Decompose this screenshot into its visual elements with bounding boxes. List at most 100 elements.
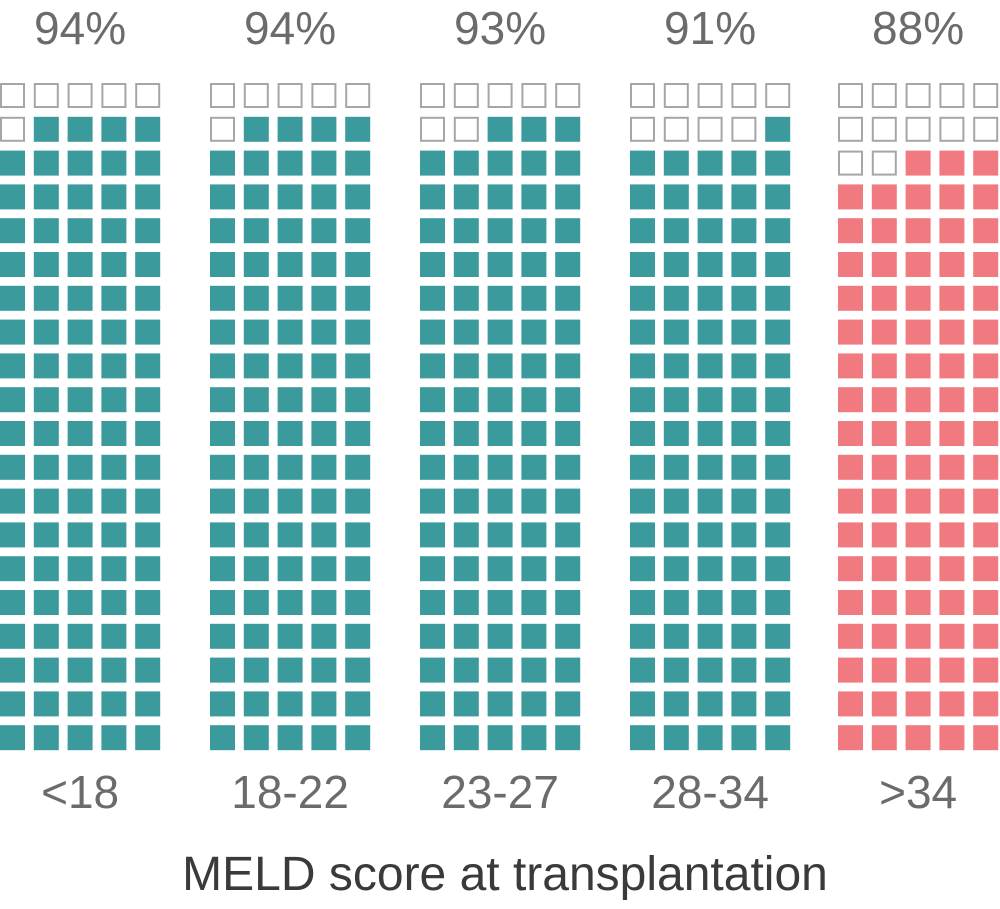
waffle-cell-0-48 bbox=[101, 387, 127, 413]
waffle-cell-0-0 bbox=[0, 83, 25, 108]
waffle-cell-4-0 bbox=[838, 83, 863, 108]
waffle-cell-1-75 bbox=[210, 590, 235, 615]
waffle-cell-3-68 bbox=[731, 522, 757, 548]
waffle-cell-2-40 bbox=[420, 353, 445, 379]
waffle-cell-4-3 bbox=[939, 83, 965, 108]
waffle-cell-0-72 bbox=[67, 556, 93, 582]
waffle-cell-0-68 bbox=[101, 522, 127, 548]
waffle-cell-3-75 bbox=[630, 590, 655, 615]
waffle-cell-2-12 bbox=[487, 150, 513, 176]
waffle-cell-4-33 bbox=[939, 285, 965, 311]
waffle-cell-4-1 bbox=[871, 83, 897, 108]
category-label-3: 28-34 bbox=[651, 766, 769, 818]
waffle-cell-4-63 bbox=[939, 488, 965, 514]
waffle-cell-1-76 bbox=[243, 590, 269, 615]
waffle-cell-1-22 bbox=[277, 218, 303, 244]
waffle-cell-4-28 bbox=[939, 252, 965, 277]
waffle-cell-1-27 bbox=[277, 252, 303, 277]
waffle-cell-2-60 bbox=[420, 488, 445, 514]
waffle-cell-2-67 bbox=[487, 522, 513, 548]
waffle-cell-0-94 bbox=[135, 691, 161, 717]
waffle-cell-4-73 bbox=[939, 556, 965, 582]
waffle-cell-0-33 bbox=[101, 285, 127, 311]
waffle-cell-1-5 bbox=[210, 116, 235, 142]
waffle-cell-1-74 bbox=[345, 556, 371, 582]
waffle-cell-2-6 bbox=[453, 116, 479, 142]
waffle-cell-0-59 bbox=[135, 454, 161, 480]
waffle-cell-3-6 bbox=[663, 116, 689, 142]
waffle-cell-2-81 bbox=[453, 623, 479, 649]
waffle-cell-3-20 bbox=[630, 218, 655, 244]
waffle-cell-2-44 bbox=[555, 353, 581, 379]
waffle-cell-0-4 bbox=[135, 83, 161, 108]
waffle-cell-0-30 bbox=[0, 285, 25, 311]
waffle-cell-2-32 bbox=[487, 285, 513, 311]
waffle-cell-0-85 bbox=[0, 657, 25, 683]
waffle-cell-3-38 bbox=[731, 319, 757, 345]
waffle-cell-4-7 bbox=[905, 116, 931, 142]
waffle-cell-3-23 bbox=[731, 218, 757, 244]
waffle-cell-3-5 bbox=[630, 116, 655, 142]
waffle-cell-4-35 bbox=[838, 319, 863, 345]
waffle-cell-1-7 bbox=[277, 116, 303, 142]
waffle-cell-1-88 bbox=[311, 657, 337, 683]
waffle-cell-1-42 bbox=[277, 353, 303, 379]
waffle-cell-4-6 bbox=[871, 116, 897, 142]
waffle-cell-0-45 bbox=[0, 387, 25, 413]
waffle-cell-0-19 bbox=[135, 184, 161, 210]
waffle-cell-0-53 bbox=[101, 421, 127, 446]
waffle-cell-0-62 bbox=[67, 488, 93, 514]
waffle-cell-1-8 bbox=[311, 116, 337, 142]
waffle-cell-4-32 bbox=[905, 285, 931, 311]
waffle-cell-0-65 bbox=[0, 522, 25, 548]
waffle-cell-1-81 bbox=[243, 623, 269, 649]
waffle-cell-2-72 bbox=[487, 556, 513, 582]
waffle-cell-3-30 bbox=[630, 285, 655, 311]
waffle-cell-4-25 bbox=[838, 252, 863, 277]
waffle-cell-1-30 bbox=[210, 285, 235, 311]
waffle-cell-3-96 bbox=[663, 725, 689, 751]
waffle-cell-2-69 bbox=[555, 522, 581, 548]
waffle-cell-1-9 bbox=[345, 116, 371, 142]
waffle-cell-2-41 bbox=[453, 353, 479, 379]
waffle-cell-4-9 bbox=[973, 116, 999, 142]
waffle-cell-0-11 bbox=[33, 150, 59, 176]
waffle-cell-2-73 bbox=[521, 556, 547, 582]
waffle-cell-0-76 bbox=[33, 590, 59, 615]
waffle-cell-3-67 bbox=[697, 522, 723, 548]
waffle-cell-2-90 bbox=[420, 691, 445, 717]
waffle-cell-2-58 bbox=[521, 454, 547, 480]
waffle-cell-3-42 bbox=[697, 353, 723, 379]
waffle-cell-1-31 bbox=[243, 285, 269, 311]
waffle-cell-3-94 bbox=[765, 691, 791, 717]
waffle-cell-4-69 bbox=[973, 522, 999, 548]
waffle-cell-1-51 bbox=[243, 421, 269, 446]
waffle-cell-1-99 bbox=[345, 725, 371, 751]
waffle-cell-3-32 bbox=[697, 285, 723, 311]
waffle-cell-4-30 bbox=[838, 285, 863, 311]
waffle-cell-1-2 bbox=[277, 83, 303, 108]
waffle-cell-1-57 bbox=[277, 454, 303, 480]
waffle-cell-3-36 bbox=[663, 319, 689, 345]
waffle-cell-2-85 bbox=[420, 657, 445, 683]
waffle-cell-2-21 bbox=[453, 218, 479, 244]
waffle-cell-1-84 bbox=[345, 623, 371, 649]
waffle-cell-0-28 bbox=[101, 252, 127, 277]
waffle-cell-3-80 bbox=[630, 623, 655, 649]
waffle-cell-4-42 bbox=[905, 353, 931, 379]
waffle-cell-2-16 bbox=[453, 184, 479, 210]
waffle-cell-1-39 bbox=[345, 319, 371, 345]
waffle-cell-0-17 bbox=[67, 184, 93, 210]
waffle-cell-1-15 bbox=[210, 184, 235, 210]
waffle-cell-3-62 bbox=[697, 488, 723, 514]
waffle-cell-4-89 bbox=[973, 657, 999, 683]
waffle-cell-4-51 bbox=[871, 421, 897, 446]
waffle-cell-0-41 bbox=[33, 353, 59, 379]
waffle-cell-4-12 bbox=[905, 150, 931, 176]
waffle-cell-3-12 bbox=[697, 150, 723, 176]
waffle-cell-4-62 bbox=[905, 488, 931, 514]
waffle-cell-2-95 bbox=[420, 725, 445, 751]
value-label-2: 93% bbox=[454, 2, 546, 54]
waffle-cell-2-76 bbox=[453, 590, 479, 615]
